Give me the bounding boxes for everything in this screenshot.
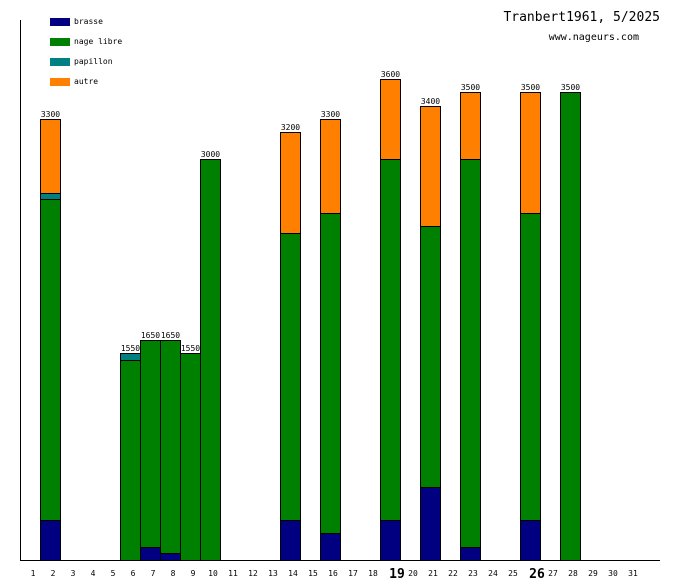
- x-tick-label-31: 31: [628, 569, 638, 578]
- bars-group: [40, 79, 581, 561]
- x-tick-label-2: 2: [51, 569, 56, 578]
- bar-segment-brasse-day-8: [160, 553, 181, 561]
- total-label-day-6: 1550: [121, 344, 140, 353]
- legend-swatch-papillon: [50, 58, 70, 66]
- bar-segment-nage-libre-day-23: [460, 159, 481, 548]
- bar-segment-autre-day-21: [420, 106, 441, 227]
- x-tick-label-15: 15: [308, 569, 318, 578]
- total-label-day-10: 3000: [201, 150, 220, 159]
- chart-title: Tranbert1961, 5/2025: [503, 10, 660, 25]
- bar-segment-nage-libre-day-8: [160, 340, 181, 554]
- total-label-day-21: 3400: [421, 97, 440, 106]
- legend-label-nage-libre: nage libre: [74, 37, 123, 46]
- x-tick-label-8: 8: [171, 569, 176, 578]
- x-tick-label-26: 26: [529, 567, 545, 580]
- x-tick-label-10: 10: [208, 569, 218, 578]
- x-tick-label-30: 30: [608, 569, 618, 578]
- bar-segment-autre-day-14: [280, 132, 301, 234]
- x-tick-label-14: 14: [288, 569, 298, 578]
- x-tick-label-1: 1: [31, 569, 36, 578]
- x-tick-label-23: 23: [468, 569, 478, 578]
- total-label-day-26: 3500: [521, 83, 540, 92]
- total-label-day-28: 3500: [561, 83, 580, 92]
- x-tick-label-25: 25: [508, 569, 518, 578]
- x-tick-label-24: 24: [488, 569, 498, 578]
- chart-subtitle: www.nageurs.com: [548, 32, 639, 43]
- legend-label-papillon: papillon: [74, 57, 113, 66]
- total-label-day-16: 3300: [321, 110, 340, 119]
- total-label-day-2: 3300: [41, 110, 60, 119]
- legend-swatch-autre: [50, 78, 70, 86]
- bar-segment-papillon-day-2: [40, 193, 61, 200]
- bar-segment-autre-day-2: [40, 119, 61, 194]
- bar-segment-nage-libre-day-9: [180, 353, 201, 561]
- x-tick-label-29: 29: [588, 569, 598, 578]
- bar-segment-nage-libre-day-26: [520, 213, 541, 521]
- total-label-day-8: 1650: [161, 331, 180, 340]
- x-tick-label-5: 5: [111, 569, 116, 578]
- bar-segment-autre-day-16: [320, 119, 341, 214]
- bar-segment-nage-libre-day-2: [40, 199, 61, 521]
- bar-segment-nage-libre-day-10: [200, 159, 221, 561]
- x-tick-label-22: 22: [448, 569, 458, 578]
- x-tick-label-28: 28: [568, 569, 578, 578]
- bar-segment-nage-libre-day-21: [420, 226, 441, 488]
- bar-segment-brasse-day-26: [520, 520, 541, 561]
- x-tick-label-21: 21: [428, 569, 438, 578]
- bar-segment-brasse-day-14: [280, 520, 301, 561]
- x-tick-label-13: 13: [268, 569, 278, 578]
- legend-label-autre: autre: [74, 77, 99, 86]
- x-tick-label-4: 4: [91, 569, 96, 578]
- x-tick-label-3: 3: [71, 569, 76, 578]
- x-tick-label-9: 9: [191, 569, 196, 578]
- bar-segment-brasse-day-23: [460, 547, 481, 561]
- bar-segment-brasse-day-19: [380, 520, 401, 561]
- x-tick-label-17: 17: [348, 569, 358, 578]
- bar-segment-nage-libre-day-6: [120, 360, 141, 561]
- x-tick-label-12: 12: [248, 569, 258, 578]
- bar-segment-brasse-day-2: [40, 520, 61, 561]
- total-label-day-14: 3200: [281, 123, 300, 132]
- bar-segment-brasse-day-16: [320, 533, 341, 561]
- legend-label-brasse: brasse: [74, 17, 103, 26]
- total-label-day-23: 3500: [461, 83, 480, 92]
- bar-segment-autre-day-26: [520, 92, 541, 214]
- legend-swatch-nage-libre: [50, 38, 70, 46]
- bar-segment-nage-libre-day-16: [320, 213, 341, 534]
- x-tick-labels-group: 1 2 3 4 5 6 7 8 9 10 11 12 13 14 15 16 17 18 19 20 21 22 23 24 2…: [31, 567, 638, 580]
- x-tick-label-6: 6: [131, 569, 136, 578]
- x-tick-label-20: 20: [408, 569, 418, 578]
- x-tick-label-16: 16: [328, 569, 338, 578]
- total-label-day-19: 3600: [381, 70, 400, 79]
- x-tick-label-27: 27: [548, 569, 558, 578]
- bar-segment-brasse-day-7: [140, 547, 161, 561]
- bar-segment-nage-libre-day-28: [560, 92, 581, 561]
- x-tick-label-7: 7: [151, 569, 156, 578]
- x-tick-label-18: 18: [368, 569, 378, 578]
- x-tick-label-11: 11: [228, 569, 238, 578]
- bar-segment-autre-day-23: [460, 92, 481, 160]
- bar-segment-autre-day-19: [380, 79, 401, 160]
- bar-segment-papillon-day-6: [120, 353, 141, 361]
- bar-segment-nage-libre-day-7: [140, 340, 161, 548]
- legend-swatch-brasse: [50, 18, 70, 26]
- total-label-day-7: 1650: [141, 331, 160, 340]
- x-tick-label-19: 19: [389, 567, 405, 580]
- total-label-day-9: 1550: [181, 344, 200, 353]
- bar-segment-nage-libre-day-14: [280, 233, 301, 521]
- bar-segment-brasse-day-21: [420, 487, 441, 561]
- bar-segment-nage-libre-day-19: [380, 159, 401, 521]
